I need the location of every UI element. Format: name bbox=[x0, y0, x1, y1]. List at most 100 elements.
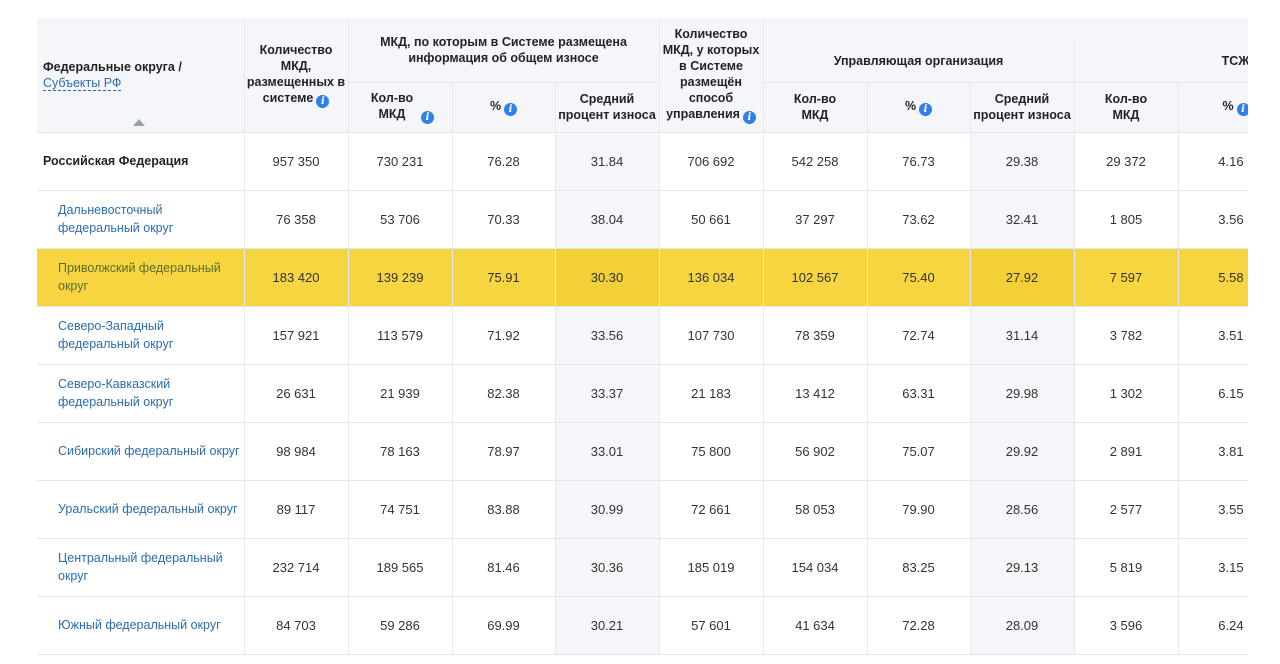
table-cell: 76.28 bbox=[452, 132, 556, 191]
table-cell: 21 183 bbox=[659, 364, 764, 423]
table-cell: 70.33 bbox=[452, 190, 556, 249]
table-cell: 73.62 bbox=[867, 190, 971, 249]
table-cell: 89 117 bbox=[244, 480, 349, 539]
column-header-wear-count: Кол-во МКД i bbox=[348, 82, 453, 133]
table-row: Дальневосточный федеральный округ 76 358… bbox=[37, 190, 1248, 249]
table-cell: 58 053 bbox=[763, 480, 868, 539]
table-cell: 72.28 bbox=[867, 596, 971, 655]
table-cell: 542 258 bbox=[763, 132, 868, 191]
table-row: Центральный федеральный округ 232 714 18… bbox=[37, 538, 1248, 597]
table-cell: 75.07 bbox=[867, 422, 971, 481]
subjects-link[interactable]: Субъекты РФ bbox=[43, 75, 122, 91]
table-cell: 75 800 bbox=[659, 422, 764, 481]
table-cell: 98 984 bbox=[244, 422, 349, 481]
table-cell: 730 231 bbox=[348, 132, 453, 191]
info-icon[interactable]: i bbox=[1236, 103, 1248, 116]
table-cell: 75.91 bbox=[452, 248, 556, 307]
table-cell: 957 350 bbox=[244, 132, 349, 191]
group-header-uo: Управляющая организация bbox=[763, 40, 1075, 83]
info-icon[interactable]: i bbox=[421, 111, 434, 124]
table-cell: 31.14 bbox=[970, 306, 1075, 365]
mgmt-total-label: Количество МКД, у которых в Системе разм… bbox=[662, 26, 760, 121]
table-cell: 1 805 bbox=[1074, 190, 1179, 249]
table-cell: 183 420 bbox=[244, 248, 349, 307]
table-cell: 57 601 bbox=[659, 596, 764, 655]
table-cell: 139 239 bbox=[348, 248, 453, 307]
region-link[interactable]: Северо-Западный федеральный округ bbox=[37, 306, 245, 365]
table-cell: 154 034 bbox=[763, 538, 868, 597]
table-cell: 3.51 bbox=[1178, 306, 1248, 365]
table-cell: 63.31 bbox=[867, 364, 971, 423]
column-header-wear-pct: % i bbox=[452, 82, 556, 133]
table-row-russia: Российская Федерация 957 350 730 231 76.… bbox=[37, 132, 1248, 191]
table-cell: 79.90 bbox=[867, 480, 971, 539]
table-cell: 76.73 bbox=[867, 132, 971, 191]
statistics-table: Федеральные округа / Субъекты РФ Количес… bbox=[37, 18, 1248, 655]
table-row: Сибирский федеральный округ 98 984 78 16… bbox=[37, 422, 1248, 481]
column-header-tszh-pct: % i bbox=[1178, 82, 1248, 133]
table-cell: 706 692 bbox=[659, 132, 764, 191]
table-cell: 28.09 bbox=[970, 596, 1075, 655]
table-cell: 50 661 bbox=[659, 190, 764, 249]
column-header-region[interactable]: Федеральные округа / Субъекты РФ bbox=[37, 18, 245, 133]
table-row: Северо-Западный федеральный округ 157 92… bbox=[37, 306, 1248, 365]
count-total-label: Количество МКД, размещенных в системе bbox=[246, 42, 346, 105]
table-cell: 83.88 bbox=[452, 480, 556, 539]
table-cell: 30.30 bbox=[555, 248, 660, 307]
table-cell: 2 891 bbox=[1074, 422, 1179, 481]
region-link[interactable]: Южный федеральный округ bbox=[37, 596, 245, 655]
region-link[interactable]: Сибирский федеральный округ bbox=[37, 422, 245, 481]
table-cell: 189 565 bbox=[348, 538, 453, 597]
table-cell: 26 631 bbox=[244, 364, 349, 423]
table-cell: 28.56 bbox=[970, 480, 1075, 539]
table-cell: 3 782 bbox=[1074, 306, 1179, 365]
table-cell: 69.99 bbox=[452, 596, 556, 655]
region-name: Российская Федерация bbox=[37, 132, 245, 191]
region-link[interactable]: Приволжский федеральный округ bbox=[37, 248, 245, 307]
table-cell: 33.56 bbox=[555, 306, 660, 365]
sort-asc-icon[interactable] bbox=[133, 118, 145, 126]
table-row-highlighted: Приволжский федеральный округ 183 420 13… bbox=[37, 248, 1248, 307]
table-row: Уральский федеральный округ 89 117 74 75… bbox=[37, 480, 1248, 539]
statistics-table-container: Федеральные округа / Субъекты РФ Количес… bbox=[37, 18, 1248, 656]
column-header-uo-count: Кол-во МКД bbox=[763, 82, 868, 133]
table-cell: 33.37 bbox=[555, 364, 660, 423]
table-cell: 75.40 bbox=[867, 248, 971, 307]
table-cell: 7 597 bbox=[1074, 248, 1179, 307]
column-header-wear-avg: Средний процент износа bbox=[555, 82, 660, 133]
table-cell: 29.92 bbox=[970, 422, 1075, 481]
table-cell: 3.55 bbox=[1178, 480, 1248, 539]
table-cell: 6.15 bbox=[1178, 364, 1248, 423]
table-cell: 13 412 bbox=[763, 364, 868, 423]
region-link[interactable]: Уральский федеральный округ bbox=[37, 480, 245, 539]
table-cell: 3 596 bbox=[1074, 596, 1179, 655]
table-cell: 30.36 bbox=[555, 538, 660, 597]
info-icon[interactable]: i bbox=[504, 103, 518, 116]
table-cell: 78 163 bbox=[348, 422, 453, 481]
table-row: Южный федеральный округ 84 703 59 286 69… bbox=[37, 596, 1248, 655]
table-cell: 27.92 bbox=[970, 248, 1075, 307]
region-link[interactable]: Дальневосточный федеральный округ bbox=[37, 190, 245, 249]
table-cell: 136 034 bbox=[659, 248, 764, 307]
info-icon[interactable]: i bbox=[742, 110, 756, 124]
table-cell: 102 567 bbox=[763, 248, 868, 307]
info-icon[interactable]: i bbox=[919, 103, 933, 116]
table-cell: 107 730 bbox=[659, 306, 764, 365]
region-link[interactable]: Северо-Кавказский федеральный округ bbox=[37, 364, 245, 423]
info-icon[interactable]: i bbox=[316, 94, 330, 108]
table-cell: 38.04 bbox=[555, 190, 660, 249]
table-cell: 76 358 bbox=[244, 190, 349, 249]
region-header-label: Федеральные округа / bbox=[43, 59, 182, 74]
table-cell: 78 359 bbox=[763, 306, 868, 365]
column-header-tszh-count: Кол-во МКД bbox=[1074, 82, 1179, 133]
table-cell: 78.97 bbox=[452, 422, 556, 481]
table-cell: 31.84 bbox=[555, 132, 660, 191]
table-cell: 232 714 bbox=[244, 538, 349, 597]
table-cell: 1 302 bbox=[1074, 364, 1179, 423]
table-cell: 29 372 bbox=[1074, 132, 1179, 191]
table-cell: 72 661 bbox=[659, 480, 764, 539]
table-row: Северо-Кавказский федеральный округ 26 6… bbox=[37, 364, 1248, 423]
table-cell: 5.58 bbox=[1178, 248, 1248, 307]
region-link[interactable]: Центральный федеральный округ bbox=[37, 538, 245, 597]
group-header-tszh: ТСЖ bbox=[1074, 40, 1248, 83]
